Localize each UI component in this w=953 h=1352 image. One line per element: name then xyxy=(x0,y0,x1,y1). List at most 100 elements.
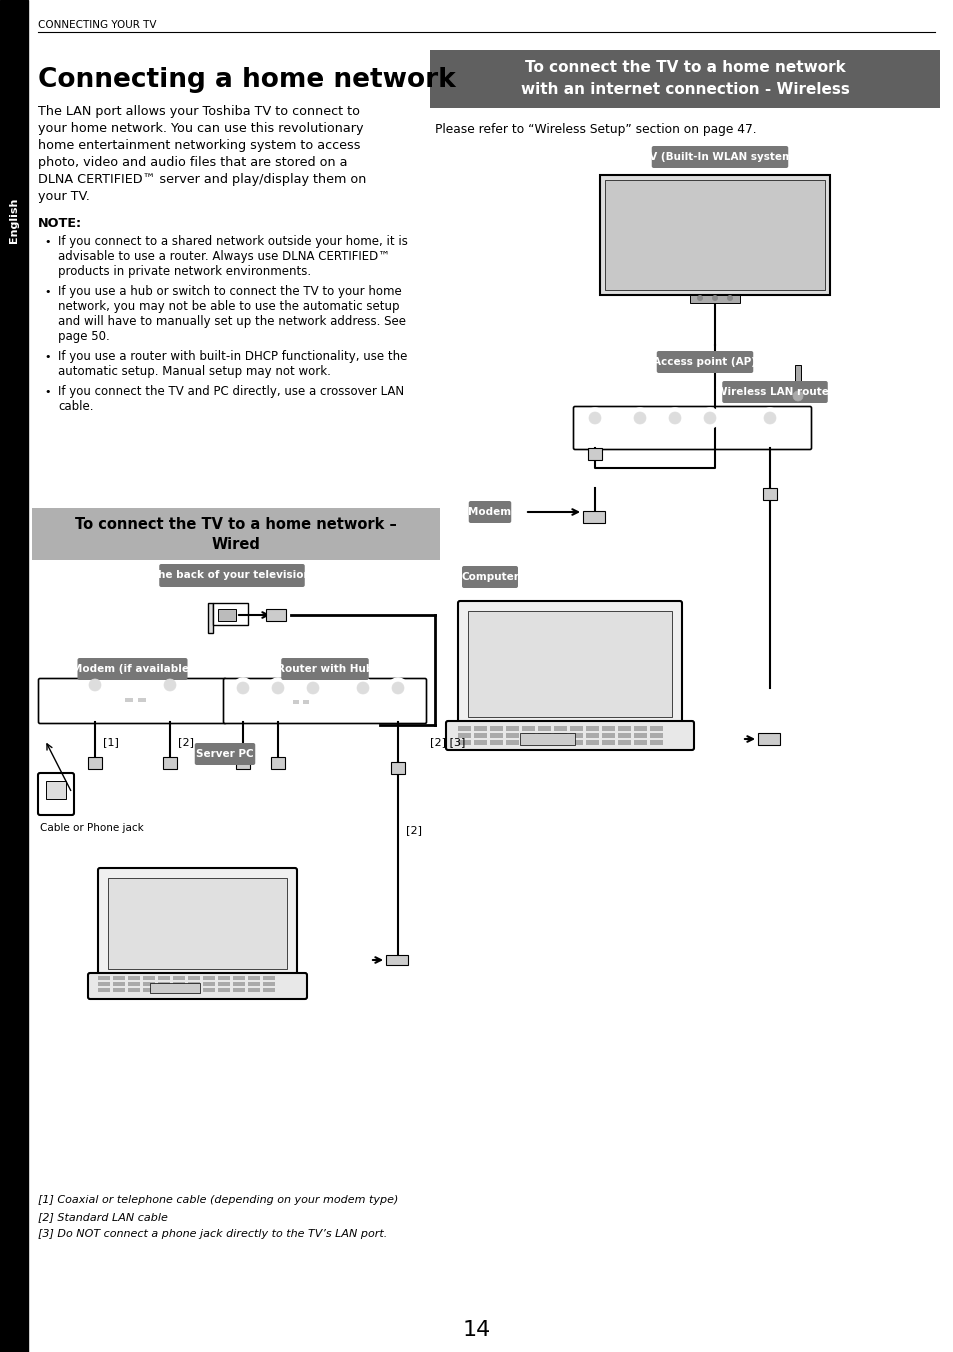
Bar xyxy=(634,740,646,745)
Bar xyxy=(490,740,502,745)
Text: Server PC: Server PC xyxy=(196,749,253,758)
Circle shape xyxy=(353,677,373,698)
Text: Modem: Modem xyxy=(468,507,511,516)
Bar xyxy=(158,988,170,992)
FancyBboxPatch shape xyxy=(38,679,226,723)
Bar xyxy=(604,180,824,289)
Text: [2]: [2] xyxy=(406,825,421,836)
Circle shape xyxy=(588,412,600,425)
Text: NOTE:: NOTE: xyxy=(38,218,82,230)
Bar xyxy=(649,733,662,738)
FancyBboxPatch shape xyxy=(281,658,369,680)
Circle shape xyxy=(584,408,604,429)
Circle shape xyxy=(392,681,403,694)
Text: •: • xyxy=(44,387,51,397)
Bar xyxy=(98,976,110,980)
Circle shape xyxy=(711,295,718,301)
Bar xyxy=(143,976,154,980)
Bar xyxy=(618,726,630,731)
Bar xyxy=(271,757,285,769)
Text: •: • xyxy=(44,352,51,362)
Text: [2] [3]: [2] [3] xyxy=(430,737,465,748)
Bar xyxy=(490,726,502,731)
Bar xyxy=(521,726,535,731)
Bar xyxy=(248,982,260,986)
Bar xyxy=(112,988,125,992)
Text: If you connect the TV and PC directly, use a crossover LAN: If you connect the TV and PC directly, u… xyxy=(58,385,404,397)
Bar xyxy=(143,988,154,992)
Bar xyxy=(112,982,125,986)
Text: If you use a router with built-in DHCP functionality, use the: If you use a router with built-in DHCP f… xyxy=(58,350,407,362)
Bar xyxy=(263,982,274,986)
Bar xyxy=(618,740,630,745)
Bar xyxy=(689,295,740,303)
FancyBboxPatch shape xyxy=(38,773,74,815)
Bar xyxy=(490,733,502,738)
FancyBboxPatch shape xyxy=(721,381,827,403)
Circle shape xyxy=(303,677,323,698)
Bar xyxy=(213,603,248,625)
Bar xyxy=(218,982,230,986)
Circle shape xyxy=(634,412,645,425)
Bar xyxy=(634,733,646,738)
FancyBboxPatch shape xyxy=(656,352,753,373)
Text: home entertainment networking system to access: home entertainment networking system to … xyxy=(38,139,360,151)
Bar xyxy=(505,726,518,731)
Bar xyxy=(521,740,535,745)
FancyBboxPatch shape xyxy=(461,566,517,588)
Bar xyxy=(537,726,551,731)
Bar xyxy=(569,740,582,745)
Circle shape xyxy=(388,677,408,698)
Circle shape xyxy=(763,412,775,425)
Bar xyxy=(585,733,598,738)
Text: Wired: Wired xyxy=(212,538,260,553)
FancyBboxPatch shape xyxy=(223,679,426,723)
Text: DLNA CERTIFIED™ server and play/display them on: DLNA CERTIFIED™ server and play/display … xyxy=(38,173,366,187)
Bar xyxy=(233,982,245,986)
Bar xyxy=(537,740,551,745)
Bar xyxy=(618,733,630,738)
Bar xyxy=(554,740,566,745)
Text: Connecting a home network: Connecting a home network xyxy=(38,68,456,93)
Bar xyxy=(505,733,518,738)
Bar xyxy=(649,726,662,731)
Bar xyxy=(569,726,582,731)
Bar xyxy=(505,740,518,745)
Bar xyxy=(98,982,110,986)
Bar xyxy=(158,982,170,986)
Bar xyxy=(98,988,110,992)
Text: and will have to manually set up the network address. See: and will have to manually set up the net… xyxy=(58,315,406,329)
Text: advisable to use a router. Always use DLNA CERTIFIED™: advisable to use a router. Always use DL… xyxy=(58,250,390,264)
Bar xyxy=(188,988,200,992)
Bar xyxy=(521,733,535,738)
Bar xyxy=(457,726,471,731)
FancyBboxPatch shape xyxy=(651,146,787,168)
Text: English: English xyxy=(9,197,19,243)
FancyBboxPatch shape xyxy=(573,407,811,449)
Text: the back of your television: the back of your television xyxy=(152,571,311,580)
Bar xyxy=(599,174,829,295)
Bar xyxy=(634,726,646,731)
Text: page 50.: page 50. xyxy=(58,330,110,343)
Text: [3] Do NOT connect a phone jack directly to the TV’s LAN port.: [3] Do NOT connect a phone jack directly… xyxy=(38,1229,387,1238)
Text: automatic setup. Manual setup may not work.: automatic setup. Manual setup may not wo… xyxy=(58,365,331,379)
Bar xyxy=(235,757,250,769)
FancyBboxPatch shape xyxy=(194,744,255,765)
Text: TV (Built-In WLAN system): TV (Built-In WLAN system) xyxy=(641,151,797,162)
Bar xyxy=(263,976,274,980)
Bar xyxy=(794,365,801,400)
Bar xyxy=(128,976,140,980)
Circle shape xyxy=(160,675,180,695)
Bar xyxy=(172,976,185,980)
Circle shape xyxy=(760,408,780,429)
Text: If you connect to a shared network outside your home, it is: If you connect to a shared network outsi… xyxy=(58,235,408,247)
Text: Modem (if available): Modem (if available) xyxy=(71,664,193,675)
Circle shape xyxy=(629,408,649,429)
Bar xyxy=(172,982,185,986)
Text: [2]: [2] xyxy=(178,737,193,748)
FancyBboxPatch shape xyxy=(468,502,511,523)
Bar xyxy=(203,976,214,980)
Bar xyxy=(293,700,298,704)
Bar xyxy=(391,763,405,773)
Bar xyxy=(128,982,140,986)
